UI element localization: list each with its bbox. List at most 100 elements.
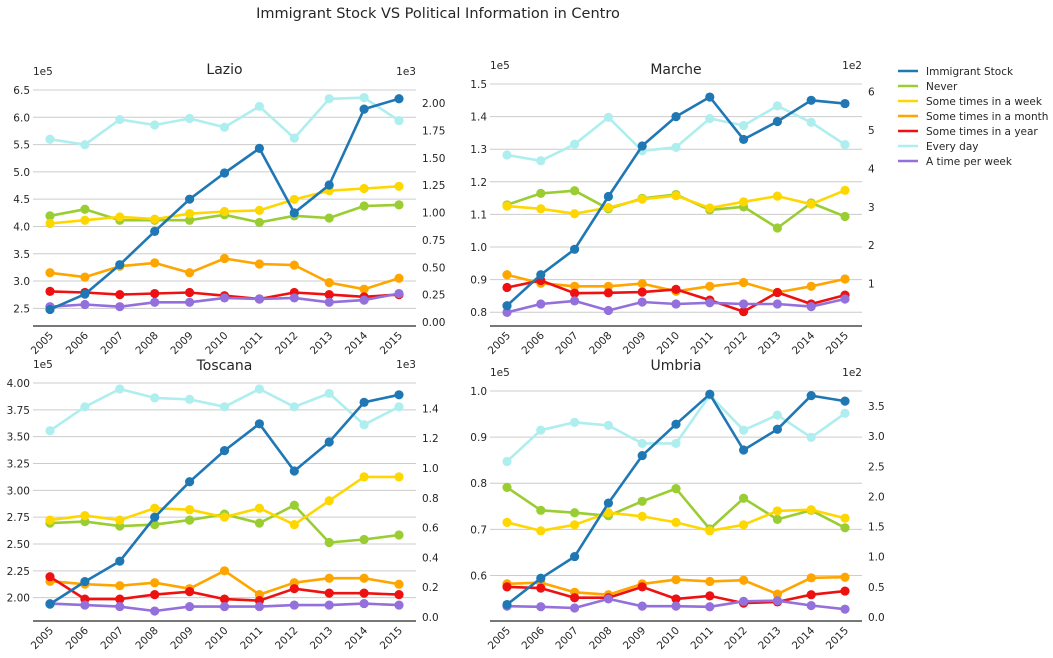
data-point [570,186,580,196]
data-point [536,156,546,166]
data-point [254,384,264,394]
data-point [637,511,647,521]
data-point [772,596,783,606]
data-point [772,299,783,309]
data-point [324,290,334,300]
x-tick-label: 2011 [689,330,716,357]
right-tick-label: 0.25 [422,290,445,302]
right-tick-label: 2.5 [868,461,885,473]
data-point [359,420,369,430]
data-point [359,588,369,598]
legend-item-some-times-in-a-year: Some times in a year [898,126,1038,138]
data-point [359,183,369,194]
right-tick-label: 6 [868,87,875,99]
right-tick-label: 0.0 [422,612,439,624]
data-point [185,297,195,307]
data-point [603,508,614,518]
data-point [45,134,55,144]
series-line [49,96,400,146]
series-immigrant-stock [45,390,404,609]
right-tick-label: 1.2 [422,433,439,445]
right-tick-label: 1.0 [422,463,439,475]
data-point [254,217,264,228]
data-point [570,520,580,530]
data-point [637,194,647,204]
left-tick-label: 1.1 [470,209,487,221]
legend-label: Some times in a week [926,96,1043,108]
data-point [185,515,195,525]
data-point [80,272,90,282]
data-point [394,273,404,283]
series-some-times-in-a-month [45,253,404,294]
data-point [570,209,580,219]
data-point [254,259,264,269]
data-point [705,576,715,587]
data-point [603,112,614,122]
data-point [115,601,125,612]
legend-item-some-times-in-a-week: Some times in a week [898,96,1043,108]
series-some-times-in-a-year [502,275,850,317]
data-point [115,581,125,591]
left-tick-label: 5.5 [13,140,30,152]
right-tick-label: 1.75 [422,125,445,137]
data-point [45,426,55,436]
series-immigrant-stock [502,389,850,610]
data-point [806,117,816,127]
data-point [603,498,614,508]
data-point [536,188,546,199]
data-point [570,139,580,149]
left-tick-label: 3.25 [7,459,30,471]
x-tick-label: 2005 [29,330,56,357]
data-point [45,304,55,315]
data-point [394,390,404,400]
data-point [324,94,334,104]
data-point [502,201,512,211]
data-point [45,218,55,229]
data-point [359,472,369,482]
data-point [739,520,749,530]
data-point [705,92,715,102]
right-tick-label: 5 [868,125,875,137]
data-point [45,268,55,278]
data-point [115,556,125,566]
left-axis-multiplier: 1e5 [33,66,53,78]
data-point [289,293,299,303]
data-point [840,140,850,150]
data-point [359,284,369,294]
data-point [80,511,90,521]
data-point [359,201,369,211]
data-point [359,397,369,407]
data-point [840,294,850,304]
data-point [603,203,614,213]
data-point [394,200,404,210]
data-point [603,305,614,316]
data-point [394,288,404,299]
data-point [603,594,614,604]
data-point [637,450,647,461]
data-point [394,402,404,412]
legend-item-never: Never [898,81,958,93]
data-point [289,519,299,530]
data-point [502,599,512,610]
series-some-times-in-a-week [502,185,850,219]
left-tick-label: 3.0 [13,276,30,288]
right-tick-label: 0.00 [422,317,445,329]
data-point [115,260,125,270]
data-point [570,603,580,613]
legend-item-every-day: Every day [898,141,979,153]
data-point [739,277,749,288]
right-tick-label: 0.2 [422,582,439,594]
data-point [536,425,546,435]
series-some-times-in-a-week [45,181,404,229]
left-axis-multiplier: 1e5 [33,359,53,371]
data-point [150,590,160,600]
data-point [705,298,715,308]
data-point [739,134,749,145]
data-point [80,600,90,610]
data-point [806,95,816,105]
left-tick-label: 1.4 [470,112,487,124]
data-point [185,194,195,204]
legend-label: Some times in a month [926,111,1048,123]
series-every-day [45,93,404,150]
